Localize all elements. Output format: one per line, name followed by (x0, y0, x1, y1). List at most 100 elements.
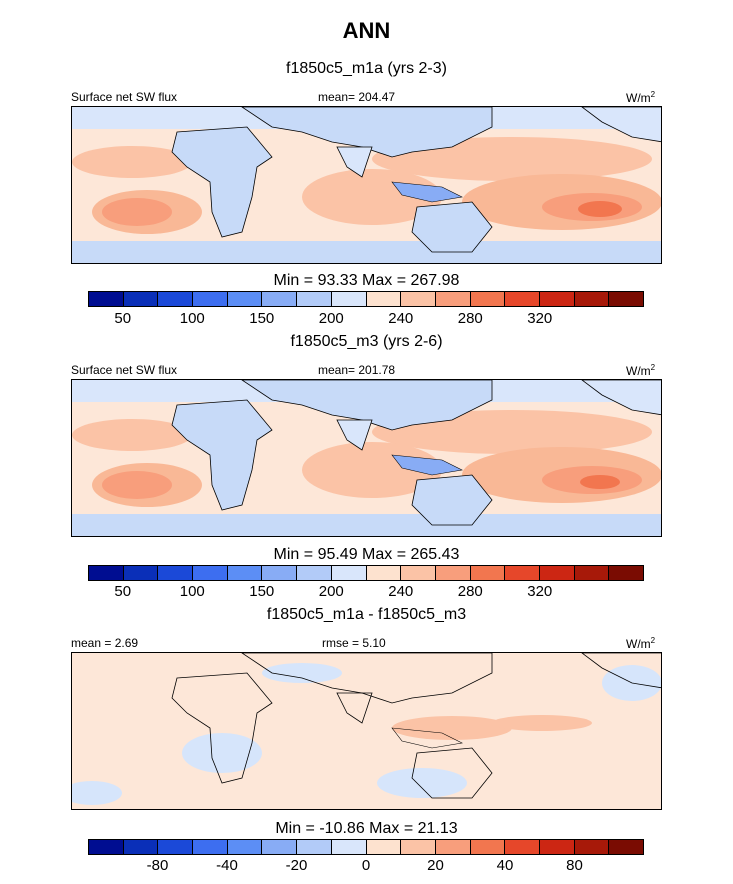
colorbar-swatch (227, 566, 263, 580)
panel-2-mean-label: mean= 201.78 (318, 363, 396, 377)
south-pacific-peak (580, 475, 620, 489)
panel-3-title: f1850c5_m1a - f1850c5_m3 (266, 606, 467, 623)
colorbar-swatch (401, 840, 436, 854)
colorbar-swatch (123, 292, 159, 306)
panel-1-map (71, 106, 662, 264)
colorbar-tick-label: 20 (427, 857, 444, 874)
colorbar-swatch (539, 292, 575, 306)
landmass-americas (581, 653, 661, 689)
colorbar-tick-label: 240 (388, 310, 414, 327)
colorbar-swatch (123, 566, 159, 580)
colorbar-swatch (539, 840, 575, 854)
colorbar-swatch (123, 840, 159, 854)
landmass-americas (581, 107, 661, 143)
colorbar-swatch (505, 292, 540, 306)
panel-2-units: W/m2 (626, 363, 656, 378)
colorbar-swatch (331, 840, 367, 854)
panel-2-title: f1850c5_m3 (yrs 2-6) (290, 333, 443, 350)
colorbar-swatch (539, 566, 575, 580)
panel-1-left-label: Surface net SW flux (71, 90, 178, 104)
panel-3-units: W/m2 (626, 636, 656, 651)
colorbar-swatch (193, 292, 228, 306)
colorbar-swatch (227, 840, 263, 854)
subtropical-high-west (72, 419, 192, 451)
colorbar-swatch (435, 840, 471, 854)
landmass-africa (171, 126, 273, 238)
colorbar-swatch (574, 840, 610, 854)
colorbar-swatch (435, 292, 471, 306)
colorbar-swatch (470, 566, 506, 580)
colorbar-tick-label: 50 (114, 583, 132, 600)
colorbar-swatch (158, 566, 194, 580)
south-atlantic-hot (102, 471, 172, 499)
panel-3-colorbar (88, 839, 644, 855)
colorbar-swatch (193, 840, 228, 854)
colorbar-tick-label: 280 (457, 310, 483, 327)
colorbar-swatch (158, 840, 194, 854)
colorbar-tick-label: -40 (216, 857, 238, 874)
colorbar-tick-label: 100 (179, 310, 205, 327)
colorbar-swatch (193, 566, 228, 580)
panel-1-mean-label: mean= 204.47 (318, 90, 396, 104)
colorbar-swatch (89, 840, 124, 854)
blue-patch-3 (72, 781, 122, 805)
colorbar-tick-label: -20 (285, 857, 308, 874)
panel-2-colorbar (88, 565, 644, 581)
panel-1-title: f1850c5_m1a (yrs 2-3) (286, 60, 447, 77)
colorbar-swatch (609, 566, 643, 580)
colorbar-swatch (574, 566, 610, 580)
landmass-eurasia (241, 107, 493, 158)
colorbar-swatch (609, 840, 643, 854)
landmass-africa (171, 399, 273, 511)
panel-3-min-max: Min = -10.86 Max = 21.13 (275, 820, 458, 837)
landmass-india (336, 419, 373, 451)
colorbar-swatch (505, 566, 540, 580)
colorbar-swatch (331, 566, 367, 580)
colorbar-swatch (297, 840, 332, 854)
warm-patch-2 (492, 715, 592, 731)
colorbar-swatch (297, 292, 332, 306)
colorbar-swatch (470, 840, 506, 854)
landmass-australia (411, 747, 493, 799)
panel-2-colorbar-ticks: 50 100 150 200 240 280 320 (88, 583, 644, 603)
panel-2-left-label: Surface net SW flux (71, 363, 178, 377)
landmass-australia (411, 474, 493, 526)
landmass-maritime (391, 727, 463, 749)
colorbar-tick-label: 0 (361, 857, 371, 874)
colorbar-swatch (505, 840, 540, 854)
panel-2-min-max: Min = 95.49 Max = 265.43 (273, 546, 460, 563)
colorbar-swatch (262, 840, 298, 854)
colorbar-tick-label: 100 (179, 583, 205, 600)
blue-patch-5 (262, 663, 342, 683)
indian-ocean-warm (302, 442, 442, 498)
panel-1-colorbar-ticks: 50 100 150 200 240 280 320 (88, 310, 644, 330)
warm-patch-1 (392, 716, 512, 740)
ocean-base (72, 653, 661, 809)
colorbar-tick-label: 40 (496, 857, 514, 874)
colorbar-swatch (366, 292, 402, 306)
colorbar-swatch (366, 566, 402, 580)
panel-3-left-label: mean = 2.69 (71, 636, 139, 650)
colorbar-swatch (574, 292, 610, 306)
landmass-australia (411, 201, 493, 253)
landmass-maritime (391, 181, 463, 203)
colorbar-tick-label: 320 (527, 583, 553, 600)
colorbar-swatch (401, 566, 436, 580)
colorbar-swatch (609, 292, 643, 306)
subtropical-high-west (72, 146, 192, 178)
colorbar-tick-label: 80 (566, 857, 583, 874)
landmass-africa (171, 672, 273, 784)
panel-3-rmse-label: rmse = 5.10 (322, 636, 386, 650)
indian-ocean-warm (302, 169, 442, 225)
south-atlantic-hot (102, 198, 172, 226)
polar-band-south (72, 514, 661, 536)
colorbar-tick-label: 150 (249, 583, 275, 600)
colorbar-swatch (470, 292, 506, 306)
colorbar-swatch (401, 292, 436, 306)
colorbar-tick-label: 320 (527, 310, 553, 327)
panel-1-min-max: Min = 93.33 Max = 267.98 (273, 272, 460, 289)
colorbar-tick-label: -80 (146, 857, 169, 874)
colorbar-tick-label: 50 (114, 310, 132, 327)
colorbar-tick-label: 200 (318, 310, 344, 327)
colorbar-swatch (262, 566, 298, 580)
